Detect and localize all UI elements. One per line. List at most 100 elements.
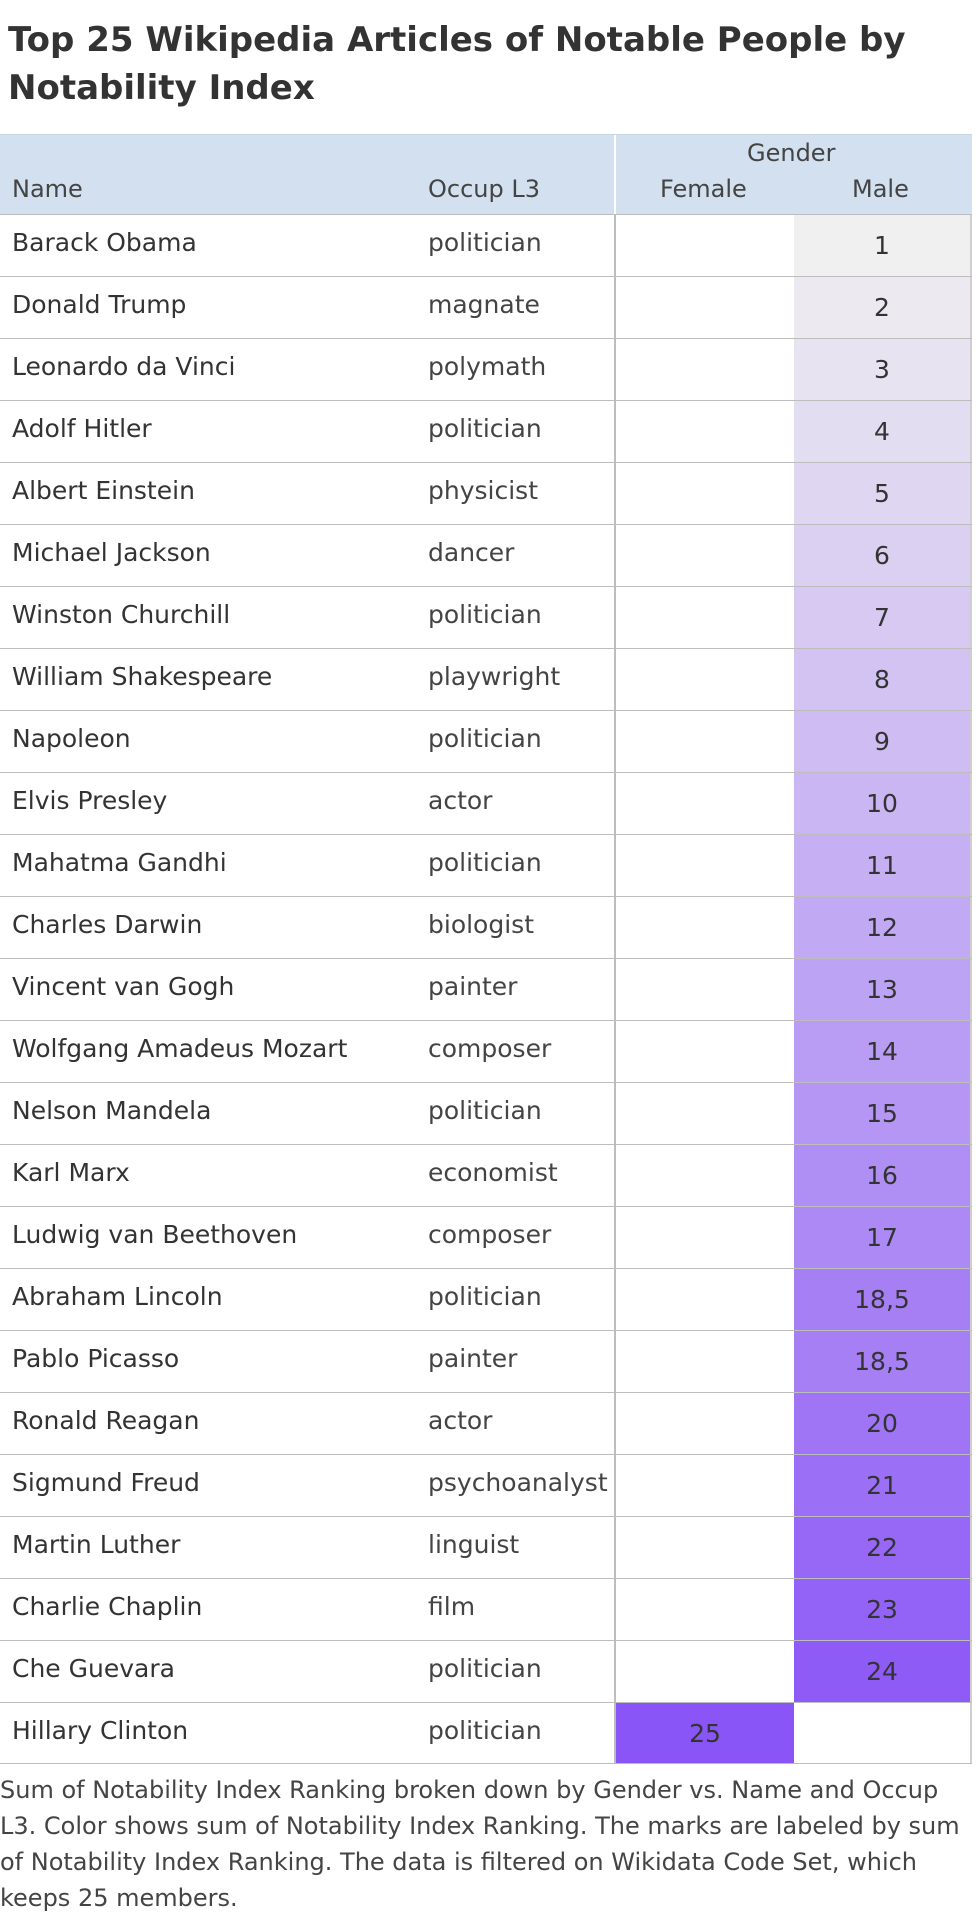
row-occupation: magnate <box>428 290 540 319</box>
row-occupation: linguist <box>428 1530 520 1559</box>
row-occupation: painter <box>428 972 518 1001</box>
table-header: Name Occup L3 Gender Female Male <box>0 134 972 215</box>
column-separator <box>614 1269 616 1330</box>
right-border <box>970 835 972 896</box>
row-occupation: biologist <box>428 910 534 939</box>
column-header-name: Name <box>12 175 83 203</box>
row-name: Albert Einstein <box>12 476 195 505</box>
row-name: Ludwig van Beethoven <box>12 1220 298 1249</box>
table-row: Michael Jackson dancer 6 <box>0 524 972 586</box>
row-name: Wolfgang Amadeus Mozart <box>12 1034 348 1063</box>
row-name: Che Guevara <box>12 1654 175 1683</box>
row-name: Hillary Clinton <box>12 1716 189 1745</box>
row-occupation: politician <box>428 1716 542 1745</box>
heatmap-cell-female: 25 <box>616 1703 794 1764</box>
right-border <box>970 1703 972 1764</box>
right-border <box>970 277 972 338</box>
right-border <box>970 1021 972 1082</box>
row-occupation: politician <box>428 1282 542 1311</box>
row-name: Barack Obama <box>12 228 197 257</box>
right-border <box>970 339 972 400</box>
right-border <box>970 215 972 276</box>
right-border <box>970 1207 972 1268</box>
heatmap-cell-male: 21 <box>794 1455 970 1516</box>
table-row: Leonardo da Vinci polymath 3 <box>0 338 972 400</box>
chart-title: Top 25 Wikipedia Articles of Notable Peo… <box>8 20 906 108</box>
heatmap-cell-male: 9 <box>794 711 970 772</box>
table-row: Elvis Presley actor 10 <box>0 772 972 834</box>
right-border <box>970 959 972 1020</box>
row-occupation: actor <box>428 786 493 815</box>
row-name: Ronald Reagan <box>12 1406 200 1435</box>
row-occupation: composer <box>428 1034 552 1063</box>
heatmap-cell-male: 12 <box>794 897 970 958</box>
table-row: Nelson Mandela politician 15 <box>0 1082 972 1144</box>
chart-caption: Sum of Notability Index Ranking broken d… <box>0 1776 960 1912</box>
row-occupation: painter <box>428 1344 518 1373</box>
right-border <box>970 773 972 834</box>
right-border <box>970 1517 972 1578</box>
right-border <box>970 1393 972 1454</box>
row-occupation: politician <box>428 1096 542 1125</box>
header-divider <box>614 135 616 215</box>
table-row: Barack Obama politician 1 <box>0 214 972 276</box>
table-row: Hillary Clinton politician 25 <box>0 1702 972 1764</box>
right-border <box>970 525 972 586</box>
heatmap-cell-male: 13 <box>794 959 970 1020</box>
column-separator <box>614 959 616 1020</box>
table-row: Karl Marx economist 16 <box>0 1144 972 1206</box>
column-separator <box>614 401 616 462</box>
heatmap-cell-male: 15 <box>794 1083 970 1144</box>
row-occupation: politician <box>428 600 542 629</box>
right-border <box>970 711 972 772</box>
row-name: Charles Darwin <box>12 910 203 939</box>
column-separator <box>614 339 616 400</box>
table-row: Adolf Hitler politician 4 <box>0 400 972 462</box>
heatmap-cell-male: 5 <box>794 463 970 524</box>
heatmap-cell-male: 22 <box>794 1517 970 1578</box>
right-border <box>970 1145 972 1206</box>
column-separator <box>614 1083 616 1144</box>
row-occupation: politician <box>428 228 542 257</box>
row-occupation: politician <box>428 724 542 753</box>
row-name: William Shakespeare <box>12 662 273 691</box>
column-separator <box>614 1455 616 1516</box>
heatmap-cell-male: 17 <box>794 1207 970 1268</box>
column-header-female: Female <box>660 175 747 203</box>
column-separator <box>614 1021 616 1082</box>
heatmap-cell-male: 4 <box>794 401 970 462</box>
column-separator <box>614 1641 616 1702</box>
row-name: Elvis Presley <box>12 786 168 815</box>
heatmap-cell-male: 16 <box>794 1145 970 1206</box>
right-border <box>970 897 972 958</box>
column-separator <box>614 1517 616 1578</box>
row-name: Pablo Picasso <box>12 1344 180 1373</box>
heatmap-cell-male: 14 <box>794 1021 970 1082</box>
column-header-male: Male <box>852 175 909 203</box>
table-row: Vincent van Gogh painter 13 <box>0 958 972 1020</box>
right-border <box>970 1641 972 1702</box>
table-row: Charlie Chaplin film 23 <box>0 1578 972 1640</box>
row-name: Martin Luther <box>12 1530 181 1559</box>
heatmap-cell-male: 7 <box>794 587 970 648</box>
row-occupation: politician <box>428 848 542 877</box>
right-border <box>970 1083 972 1144</box>
row-name: Charlie Chaplin <box>12 1592 203 1621</box>
heatmap-cell-male: 24 <box>794 1641 970 1702</box>
column-separator <box>614 773 616 834</box>
column-separator <box>614 463 616 524</box>
row-occupation: economist <box>428 1158 558 1187</box>
row-name: Michael Jackson <box>12 538 211 567</box>
row-occupation: politician <box>428 414 542 443</box>
table-row: Napoleon politician 9 <box>0 710 972 772</box>
table-row: Che Guevara politician 24 <box>0 1640 972 1702</box>
table-row: Wolfgang Amadeus Mozart composer 14 <box>0 1020 972 1082</box>
heatmap-cell-male: 23 <box>794 1579 970 1640</box>
row-occupation: playwright <box>428 662 561 691</box>
row-name: Leonardo da Vinci <box>12 352 236 381</box>
column-separator <box>614 215 616 276</box>
row-occupation: composer <box>428 1220 552 1249</box>
row-name: Adolf Hitler <box>12 414 152 443</box>
column-separator <box>614 1331 616 1392</box>
row-occupation: actor <box>428 1406 493 1435</box>
